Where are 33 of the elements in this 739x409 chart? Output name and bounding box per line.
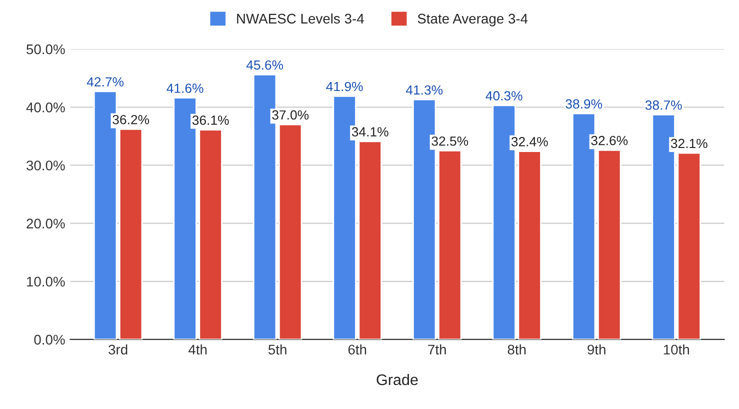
x-tick-label: 8th xyxy=(508,344,526,355)
data-label: 42.7% xyxy=(86,77,124,86)
data-label: 32.5% xyxy=(432,136,468,146)
y-tick-label: 40.0% xyxy=(26,102,65,112)
x-tick-label: 10th xyxy=(664,344,689,355)
x-tick-label: 3rd xyxy=(108,344,128,355)
y-tick-label: 30.0% xyxy=(26,160,65,170)
data-label: 45.6% xyxy=(246,60,284,70)
x-tick-label: 4th xyxy=(188,344,207,355)
data-label: 41.9% xyxy=(326,82,363,92)
legend-label: State Average 3-4 xyxy=(418,14,528,26)
data-label: 36.2% xyxy=(112,114,150,124)
data-label: 38.7% xyxy=(645,100,682,110)
y-tick-label: 50.0% xyxy=(26,44,65,54)
x-axis-title: Grade xyxy=(376,374,418,386)
data-label: 38.9% xyxy=(566,99,602,109)
data-label: 34.1% xyxy=(352,127,388,136)
data-label: 32.4% xyxy=(511,137,548,146)
data-label: 36.1% xyxy=(192,116,229,125)
y-tick-label: 20.0% xyxy=(26,218,65,228)
data-label: 37.0% xyxy=(272,110,309,120)
data-label: 32.6% xyxy=(591,136,628,146)
legend-label: NWAESC Levels 3-4 xyxy=(237,13,364,24)
x-tick-label: 5th xyxy=(268,344,286,355)
x-tick-label: 9th xyxy=(588,344,606,355)
y-tick-label: 10.0% xyxy=(27,276,65,287)
data-label: 32.1% xyxy=(670,138,708,148)
data-label: 41.6% xyxy=(166,84,204,93)
data-label: 41.3% xyxy=(406,85,443,95)
y-tick-label: 0.0% xyxy=(34,334,65,345)
data-label: 40.3% xyxy=(486,91,522,100)
x-tick-label: 7th xyxy=(428,344,446,355)
x-tick-label: 6th xyxy=(348,344,366,355)
